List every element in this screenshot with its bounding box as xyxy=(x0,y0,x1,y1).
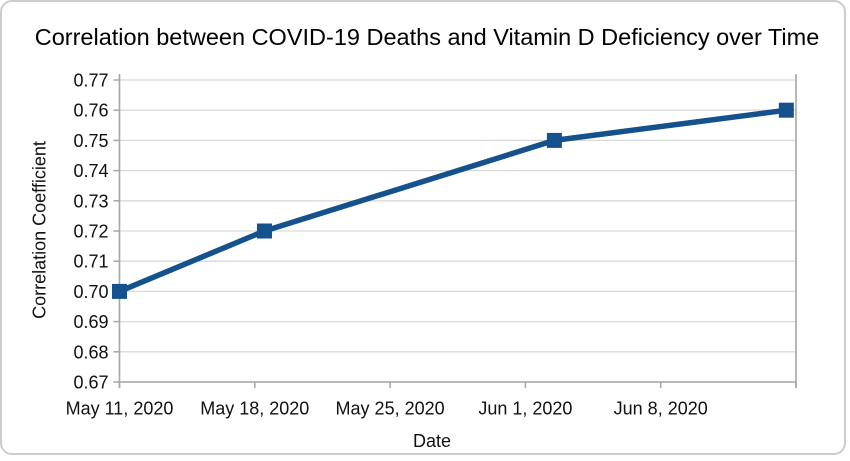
x-tick-label: May 11, 2020 xyxy=(66,399,174,419)
x-axis-title: Date xyxy=(412,431,452,451)
y-tick-label: 0.75 xyxy=(73,131,108,151)
x-tick-label: Jun 8, 2020 xyxy=(614,399,708,419)
y-tick-label: 0.76 xyxy=(73,101,108,121)
data-point-marker xyxy=(546,132,562,148)
y-tick-label: 0.74 xyxy=(73,161,108,181)
y-tick-label: 0.69 xyxy=(73,312,108,332)
y-tick-label: 0.67 xyxy=(73,373,108,393)
y-tick-label: 0.72 xyxy=(73,222,108,242)
x-tick-label: May 25, 2020 xyxy=(336,399,445,419)
y-tick-label: 0.70 xyxy=(73,282,108,302)
data-point-marker xyxy=(778,102,794,118)
y-tick-label: 0.68 xyxy=(73,342,108,362)
y-tick-label: 0.71 xyxy=(73,252,108,272)
x-tick-label: May 18, 2020 xyxy=(200,399,309,419)
y-tick-label: 0.77 xyxy=(73,71,108,91)
x-tick-label: Jun 1, 2020 xyxy=(478,399,572,419)
data-point-marker xyxy=(256,223,272,239)
chart-title: Correlation between COVID-19 Deaths and … xyxy=(34,24,820,50)
series-line xyxy=(118,107,787,294)
y-tick-label: 0.73 xyxy=(73,191,108,211)
data-point-marker xyxy=(112,283,127,299)
